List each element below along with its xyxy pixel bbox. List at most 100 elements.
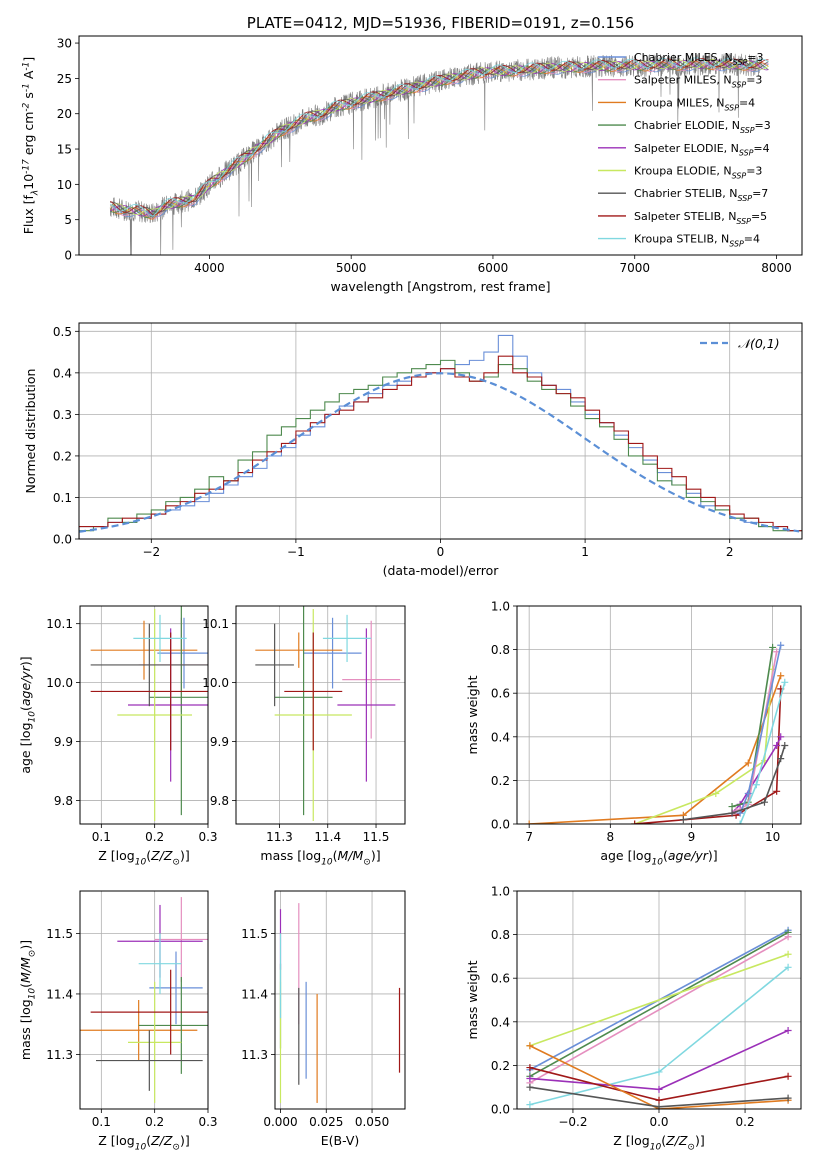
- series-marker: [526, 1083, 534, 1091]
- model-spectrum: [109, 60, 769, 220]
- legend: 𝒩(0,1): [700, 336, 780, 351]
- chart-title: PLATE=0412, MJD=51936, FIBERID=0191, z=0…: [247, 14, 634, 32]
- series-marker: [784, 1094, 792, 1102]
- series-marker: [781, 678, 789, 686]
- data-point: [157, 617, 208, 689]
- x-tick-label: 0.2: [736, 1115, 755, 1129]
- data-point: [255, 632, 343, 668]
- data-point: [274, 606, 333, 816]
- plot-area: [525, 641, 789, 824]
- data-point: [133, 614, 187, 662]
- data-point: [149, 606, 208, 816]
- data-point: [90, 620, 198, 680]
- x-tick-label: 0.1: [92, 830, 111, 844]
- series-marker: [525, 820, 533, 824]
- data-point: [284, 632, 343, 751]
- y-tick-label: 9.8: [210, 794, 229, 808]
- plot-area: [79, 334, 802, 539]
- axes-spectrum: 4000 5000 6000 7000 8000 0 5 10 15 20 25 30 waveleng…: [21, 14, 803, 294]
- data-point: [90, 632, 208, 751]
- legend-label: 𝒩(0,1): [738, 336, 780, 351]
- series-marker: [655, 1103, 663, 1109]
- y-tick-label: 10: [57, 178, 72, 192]
- y-tick-label: 0.8: [491, 928, 510, 942]
- model-spectrum: [110, 58, 769, 214]
- model-spectrum: [109, 57, 769, 217]
- data-point: [303, 617, 362, 689]
- y-tick-label: 11.4: [46, 987, 73, 1001]
- data-point: [96, 1030, 203, 1091]
- y-tick-label: 11.5: [241, 927, 268, 941]
- series-marker: [655, 1068, 663, 1076]
- x-tick-label: 0.0: [649, 1115, 668, 1129]
- x-axis-label: E(B-V): [321, 1133, 360, 1148]
- y-tick-label: 0: [64, 249, 72, 263]
- y-tick-label: 9.9: [210, 735, 229, 749]
- y-tick-label: 0.0: [491, 818, 510, 832]
- y-tick-label: 9.9: [54, 735, 73, 749]
- axes-age-vs-mass: 11.3 11.4 11.5 9.8 9.9 10.0 10.1 mass [log10(M/…: [202, 605, 406, 867]
- series-line: [529, 936, 789, 1084]
- legend: Chabrier MILES, NSSP=3 Salpeter MILES, NS…: [598, 51, 771, 248]
- y-tick-label: 10.0: [202, 676, 229, 690]
- x-tick-label: 9: [688, 830, 696, 844]
- axes-frame: [79, 890, 209, 1110]
- series-marker: [773, 742, 781, 750]
- y-tick-label: 0.4: [491, 1015, 510, 1029]
- data-point: [255, 623, 294, 707]
- y-tick-label: 0.0: [491, 1103, 510, 1117]
- series-line: [529, 1045, 789, 1109]
- legend-label: Salpeter MILES, NSSP=3: [634, 74, 762, 90]
- x-axis-label: Z [log10(Z/Z⊙)]: [98, 1133, 189, 1152]
- y-tick-label: 0.3: [53, 408, 72, 422]
- x-axis-label: Z [log10(Z/Z⊙)]: [613, 1133, 704, 1152]
- y-tick-label: 0.8: [491, 643, 510, 657]
- series-marker: [744, 789, 752, 797]
- y-axis-label: mass [log10(M/M⊙)]: [18, 940, 37, 1060]
- x-tick-label: 6000: [478, 261, 509, 275]
- plot-area: [109, 53, 769, 255]
- y-tick-label: 0.6: [491, 687, 510, 701]
- plot-area: [526, 926, 792, 1109]
- series-line: [529, 953, 789, 1047]
- series-marker: [784, 963, 792, 971]
- y-tick-label: 0.1: [53, 491, 72, 505]
- data-point: [322, 614, 372, 662]
- y-tick-label: 0.2: [491, 1059, 510, 1073]
- x-tick-label: 7000: [619, 261, 650, 275]
- y-tick-label: 1.0: [491, 885, 510, 899]
- x-tick-label: −2: [142, 545, 160, 559]
- y-tick-label: 30: [57, 37, 72, 51]
- x-tick-label: 0.050: [355, 1115, 389, 1129]
- series-marker: [526, 1101, 534, 1109]
- series-marker: [679, 816, 687, 824]
- series-marker: [777, 733, 785, 741]
- axes-frame: [274, 890, 406, 1110]
- y-axis-label: Normed distribution: [23, 369, 38, 494]
- legend-label: Salpeter STELIB, NSSP=5: [634, 210, 767, 226]
- series-marker: [784, 950, 792, 958]
- series-marker: [781, 742, 789, 750]
- y-tick-label: 0.4: [491, 730, 510, 744]
- axes-frame: [78, 35, 803, 256]
- legend-label: Salpeter ELODIE, NSSP=4: [634, 142, 770, 158]
- legend-label: Chabrier STELIB, NSSP=7: [634, 187, 768, 203]
- y-axis-label: mass weight: [465, 675, 480, 754]
- x-tick-label: 4000: [194, 261, 225, 275]
- y-tick-label: 11.4: [241, 987, 268, 1001]
- plot-area: [255, 606, 401, 822]
- y-axis-label: age [log10(age/yr)]: [18, 656, 37, 773]
- series-line: [529, 931, 789, 1077]
- x-axis-label: Z [log10(Z/Z⊙)]: [98, 848, 189, 867]
- x-axis-label: age [log10(age/yr)]: [600, 848, 717, 867]
- x-tick-label: 7: [525, 830, 533, 844]
- series-marker: [752, 781, 760, 789]
- legend-label: Kroupa STELIB, NSSP=4: [634, 233, 760, 249]
- y-tick-label: 25: [57, 72, 72, 86]
- data-point: [138, 976, 208, 1074]
- series-marker: [526, 1064, 534, 1072]
- data-point: [154, 897, 208, 982]
- series-marker: [777, 755, 785, 763]
- series-marker: [728, 803, 736, 811]
